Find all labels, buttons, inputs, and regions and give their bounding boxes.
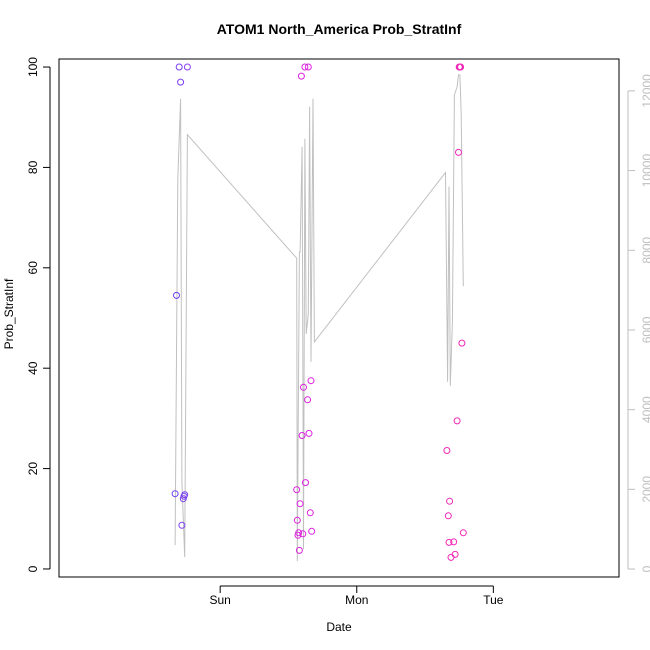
data-point: [453, 417, 461, 425]
data-point: [443, 447, 451, 454]
y-axis-right: 0 2000 4000 6000 8000 10000 12000: [627, 74, 650, 572]
secondary-line-layer: [174, 74, 464, 562]
data-point: [300, 383, 307, 391]
y2-tick-label: 4000: [640, 396, 650, 423]
data-point: [307, 377, 315, 385]
data-point: [304, 63, 312, 71]
data-point: [171, 490, 179, 498]
data-point: [450, 538, 458, 546]
y-axis-left: 0 20 40 60 80 100: [26, 57, 51, 572]
data-point: [459, 529, 467, 537]
y-tick-label: 60: [26, 261, 40, 275]
plot-frame: [58, 58, 620, 578]
y-tick-label: 20: [26, 462, 40, 476]
y2-tick-label: 6000: [640, 316, 650, 343]
x-tick-label: Sun: [209, 593, 230, 607]
data-point: [296, 500, 304, 508]
data-point: [457, 63, 465, 71]
y-tick-label: 0: [26, 565, 40, 572]
data-point: [178, 521, 186, 529]
data-point: [297, 72, 305, 80]
data-point: [298, 432, 306, 439]
y-axis-label: Prob_StratInf: [2, 278, 16, 349]
y2-tick-label: 0: [640, 565, 650, 572]
data-point: [302, 479, 309, 487]
x-tick-label: Tue: [483, 593, 504, 607]
data-point: [446, 497, 454, 505]
x-axis-label: Date: [326, 620, 352, 634]
y2-tick-label: 12000: [640, 74, 650, 108]
y-tick-label: 80: [26, 160, 40, 174]
x-tick-label: Mon: [345, 593, 368, 607]
data-point: [177, 78, 185, 86]
y-tick-label: 40: [26, 361, 40, 375]
y2-tick-label: 10000: [640, 154, 650, 188]
data-point: [183, 63, 191, 71]
data-point: [451, 550, 459, 558]
data-point: [295, 546, 303, 554]
data-point: [175, 63, 183, 71]
data-point: [299, 530, 307, 538]
data-point: [458, 339, 466, 347]
data-point: [306, 509, 314, 517]
secondary-series-line: [174, 74, 464, 562]
x-axis: Sun Mon Tue: [209, 585, 504, 607]
y2-tick-label: 8000: [640, 237, 650, 264]
data-point: [293, 516, 301, 524]
data-point: [301, 63, 309, 71]
data-point: [308, 527, 316, 535]
y2-tick-label: 2000: [640, 476, 650, 503]
data-point: [445, 538, 453, 546]
data-point: [181, 491, 189, 499]
y-tick-label: 100: [26, 57, 40, 77]
data-point: [293, 486, 301, 494]
data-point: [444, 512, 452, 520]
data-point: [305, 429, 313, 437]
data-point: [304, 396, 312, 404]
data-point: [295, 529, 303, 537]
points-layer: [171, 63, 467, 561]
chart-title: ATOM1 North_America Prob_StratInf: [217, 21, 462, 37]
data-point: [173, 291, 180, 299]
data-point: [455, 148, 462, 156]
